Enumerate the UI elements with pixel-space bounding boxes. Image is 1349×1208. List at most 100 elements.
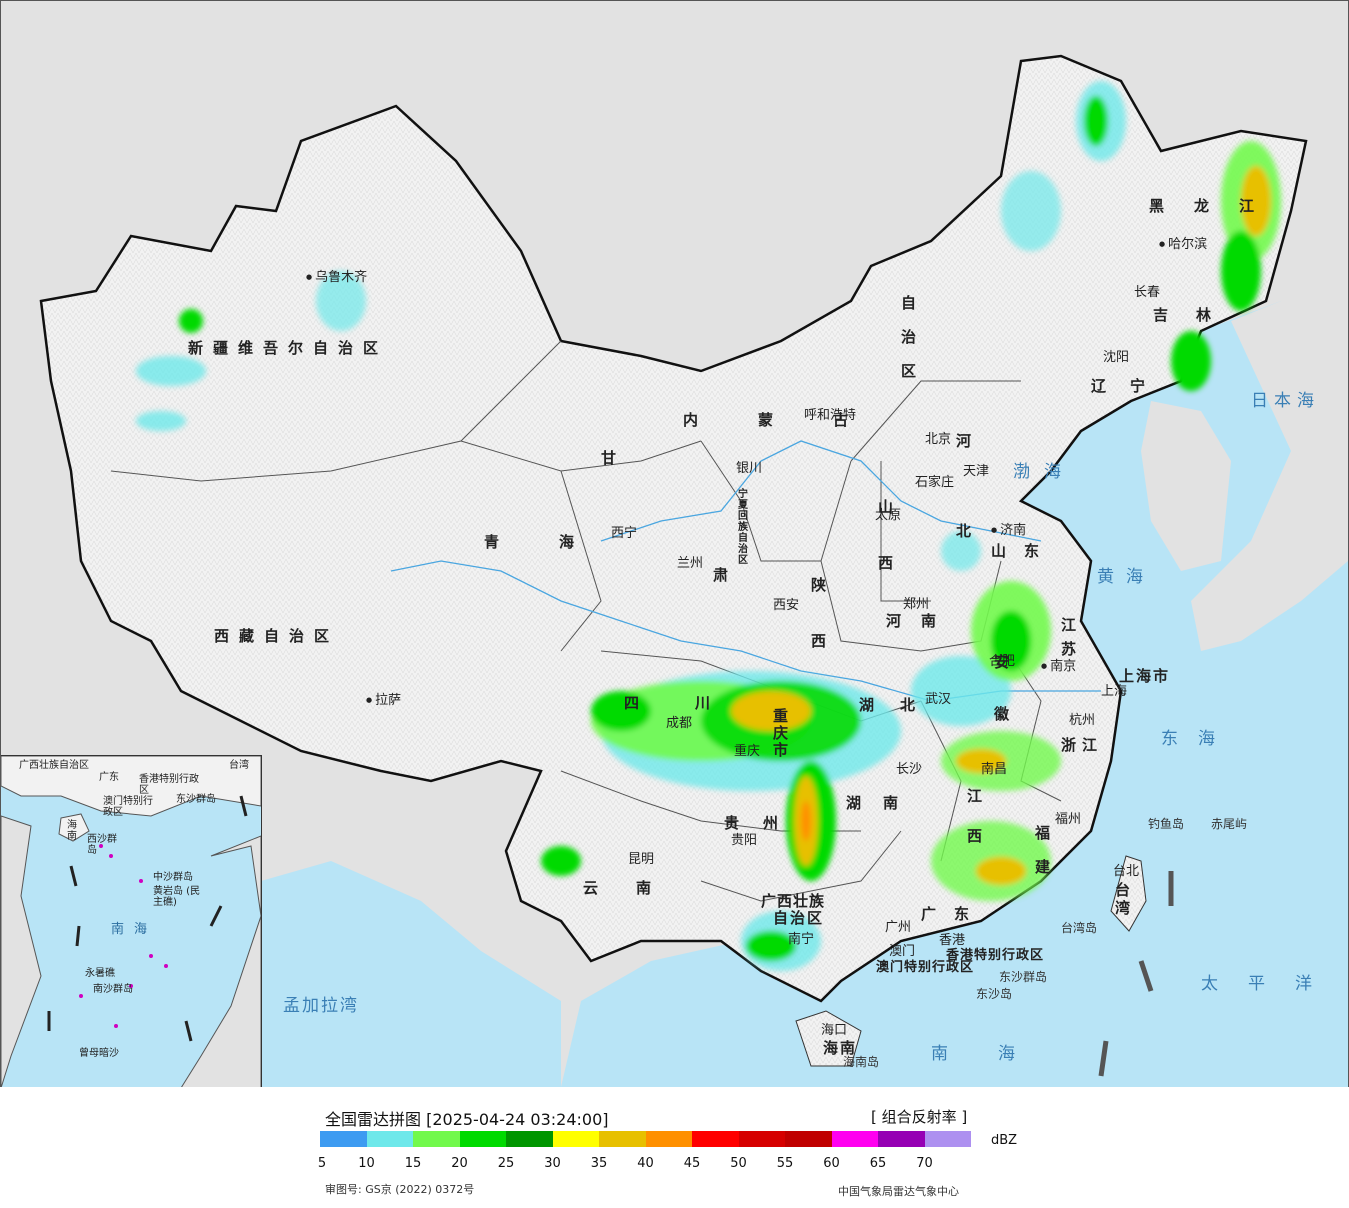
city-yinchuan: 银川	[736, 461, 763, 476]
label-gansu: 甘	[601, 449, 627, 467]
radar-map: 新疆维吾尔自治区 西藏自治区 青海 甘 肃 内蒙古 自治区 黑龙江 吉林 辽宁 …	[0, 0, 1349, 1088]
city-hohhot: 呼和浩特	[804, 408, 857, 423]
scale-tick-label: 65	[869, 1156, 887, 1171]
label-neimenggu: 内蒙古	[683, 411, 909, 429]
label-guangdong: 广东	[921, 905, 988, 923]
scale-tick-label: 5	[317, 1156, 327, 1171]
color-swatch	[878, 1131, 925, 1147]
taiwan-island	[1110, 855, 1147, 932]
label-guangxi: 广西壮族	[761, 892, 826, 910]
island-dongsha-qundao: 东沙群岛	[999, 970, 1048, 984]
city-xining: 西宁	[611, 526, 638, 541]
inset-label-yongshu: 永暑礁	[85, 968, 115, 979]
color-swatch	[831, 1131, 878, 1147]
city-wuhan: 武汉	[925, 692, 952, 707]
radar-echoes	[136, 81, 1281, 971]
inset-canvas	[1, 756, 261, 1087]
inset-label-xisha: 西沙群岛	[87, 834, 117, 856]
label-aomen: 澳门特别行政区	[876, 960, 975, 975]
inset-label-xianggang: 香港特别行政区	[139, 774, 199, 796]
legend-panel: 全国雷达拼图 [2025-04-24 03:24:00] [ 组合反射率 ] d…	[0, 1087, 1349, 1208]
label-xinjiang: 新疆维吾尔自治区	[188, 339, 389, 357]
city-shijiazhuang: 石家庄	[915, 475, 955, 490]
sea-ribenhai: 日本海	[1251, 391, 1320, 411]
color-scale-bar	[320, 1131, 971, 1147]
label-jiangxi: 江西	[967, 787, 983, 845]
city-tianjin: 天津	[963, 464, 990, 479]
city-urumqi: 乌鲁木齐	[306, 271, 367, 284]
inset-label-taiwan: 台湾	[229, 760, 249, 771]
legend-title: 全国雷达拼图 [2025-04-24 03:24:00]	[325, 1110, 609, 1129]
scale-tick-label: 10	[358, 1156, 375, 1171]
label-anhui: 安徽	[994, 653, 1010, 723]
color-swatch	[552, 1131, 599, 1147]
city-harbin: 哈尔滨	[1159, 238, 1207, 251]
color-swatch	[320, 1131, 367, 1147]
scale-tick-label: 55	[776, 1156, 794, 1171]
label-jilin: 吉林	[1153, 306, 1240, 324]
color-swatch	[692, 1131, 739, 1147]
color-swatch	[366, 1131, 413, 1147]
island-diaoyu: 钓鱼岛	[1148, 817, 1185, 831]
label-hainan: 海南	[823, 1039, 858, 1057]
scale-tick-label: 40	[637, 1156, 654, 1171]
label-zhejiang: 浙江	[1061, 736, 1104, 754]
sea-donghai: 东海	[1161, 729, 1235, 749]
city-taibei: 台北	[1113, 864, 1140, 879]
inset-label-nansha: 南沙群岛	[93, 984, 133, 995]
legend-product: [ 组合反射率 ]	[871, 1108, 968, 1126]
inset-label-guangdong: 广东	[99, 772, 119, 783]
label-hubei: 湖北	[859, 696, 942, 714]
inset-label-hainan: 海南	[67, 820, 77, 842]
label-ningxia: 宁夏回族自治区	[738, 489, 748, 566]
label-shandong: 山东	[991, 542, 1058, 560]
color-swatch	[599, 1131, 646, 1147]
label-fujian: 福建	[1035, 824, 1051, 876]
island-chiwei: 赤尾屿	[1211, 817, 1248, 831]
city-kunming: 昆明	[628, 852, 655, 867]
scale-tick-label: 20	[451, 1156, 468, 1171]
city-changsha: 长沙	[896, 762, 923, 777]
scale-tick-label: 30	[544, 1156, 561, 1171]
color-swatch	[645, 1131, 692, 1147]
city-guangzhou: 广州	[885, 920, 912, 935]
label-taiwan: 台湾	[1115, 881, 1131, 917]
city-jinan: 济南	[991, 524, 1026, 537]
korea-land	[1141, 401, 1231, 571]
inset-label-zengmu: 曾母暗沙	[79, 1048, 119, 1059]
label-gansu-2: 肃	[713, 566, 739, 584]
data-source: 中国气象局雷达气象中心	[838, 1185, 959, 1198]
label-hebei: 河北	[956, 432, 972, 540]
scale-tick-label: 70	[916, 1156, 933, 1171]
scale-tick-label: 35	[590, 1156, 608, 1171]
inset-label-dongsha: 东沙群岛	[176, 794, 216, 805]
island-taiwan-dao: 台湾岛	[1061, 921, 1098, 935]
map-approval-number: 审图号: GS京 (2022) 0372号	[325, 1183, 475, 1196]
inset-label-aomen: 澳门特别行政区	[103, 796, 153, 818]
city-nanchang: 南昌	[981, 762, 1008, 777]
label-hunan: 湖南	[846, 794, 921, 812]
label-qinghai: 青海	[484, 533, 635, 551]
scale-tick-label: 25	[497, 1156, 515, 1171]
label-liaoning: 辽宁	[1091, 377, 1170, 395]
color-scale-ticks: 5 10 15 20 25 30 35 40 45 50 55 60 65 70	[317, 1156, 970, 1172]
south-china-sea-inset: 广西壮族自治区 广东 台湾 香港特别行政区 澳门特别行政区 东沙群岛 海南 西沙…	[1, 755, 262, 1087]
sea-taipingyang: 太平洋	[1201, 974, 1342, 994]
city-shenyang: 沈阳	[1103, 350, 1130, 365]
color-swatch	[506, 1131, 553, 1147]
sea-nanhai: 南海	[931, 1044, 1065, 1064]
scale-tick-label: 15	[404, 1156, 422, 1171]
color-swatch	[413, 1131, 460, 1147]
inset-sea-nanhai: 南海	[111, 922, 158, 937]
label-heilongjiang: 黑龙江	[1149, 197, 1285, 215]
hainan-island	[795, 1010, 862, 1067]
city-zhengzhou: 郑州	[903, 597, 930, 612]
sea-mengjiala: 孟加拉湾	[283, 996, 359, 1016]
city-xianggang: 香港	[939, 933, 966, 948]
city-haikou: 海口	[821, 1023, 848, 1038]
label-xizang: 西藏自治区	[214, 627, 340, 645]
label-guizhou: 贵州	[724, 814, 803, 832]
city-changchun: 长春	[1134, 285, 1161, 300]
city-shanghai: 上海	[1101, 684, 1128, 699]
city-hangzhou: 杭州	[1069, 713, 1096, 728]
